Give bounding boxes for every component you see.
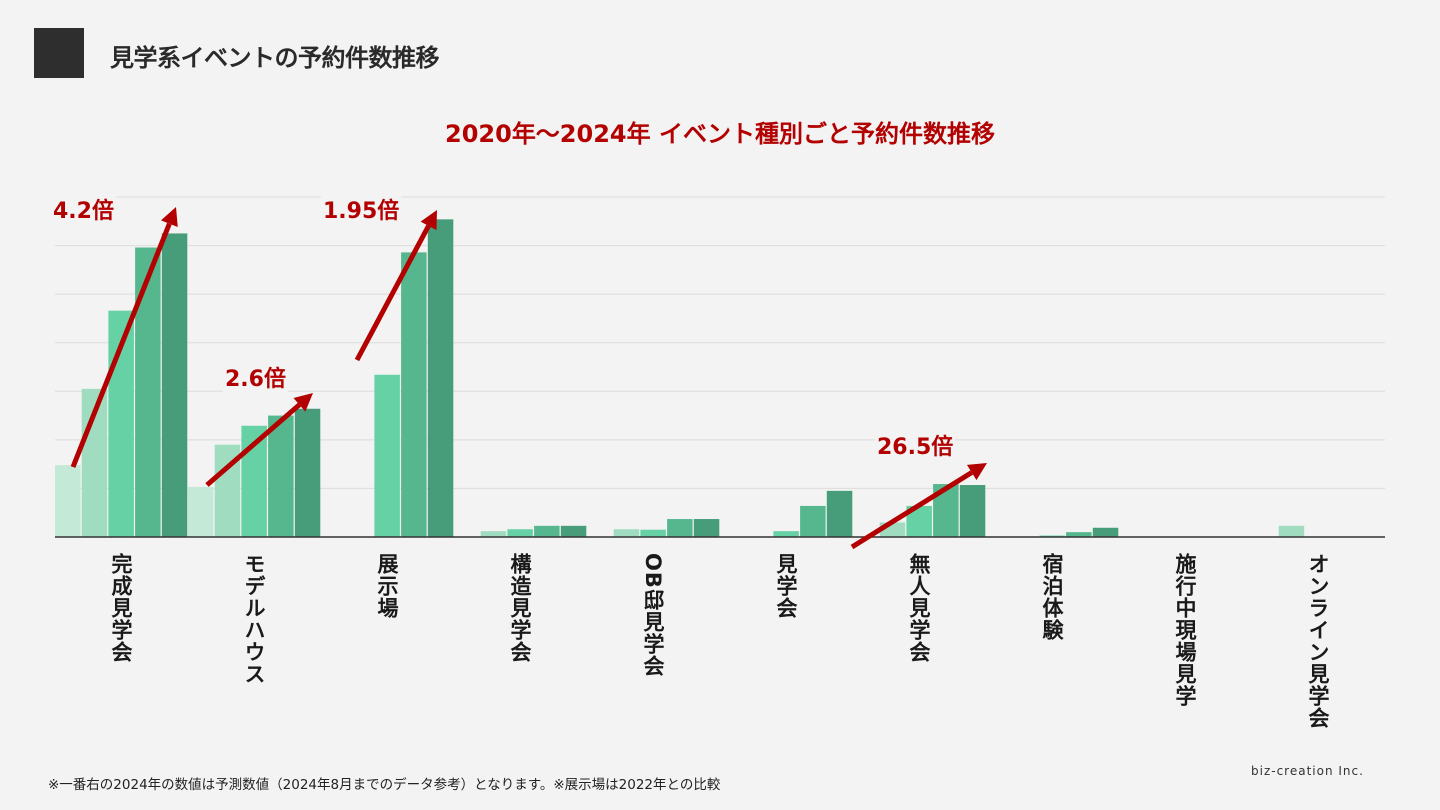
title-marker-square	[34, 28, 84, 78]
category-label: 展示場	[375, 553, 399, 619]
growth-annotation: 2.6倍	[223, 361, 288, 393]
bar-2024	[560, 525, 587, 537]
category-label: 無人見学会	[907, 553, 931, 663]
bar-2023	[268, 415, 294, 537]
trend-arrow	[354, 224, 431, 362]
bar-2023	[800, 505, 826, 537]
bar-2023	[135, 247, 161, 537]
footnote: ※一番右の2024年の数値は予測数値（2024年8月までのデータ参考）となります…	[48, 777, 721, 793]
bar-2020	[55, 465, 81, 537]
bar-2023	[1066, 532, 1092, 537]
bar-2023	[534, 525, 560, 537]
bar-2021	[1278, 525, 1305, 537]
bar-2024	[294, 408, 321, 537]
bar-2022	[374, 374, 400, 537]
growth-annotation: 1.95倍	[321, 193, 402, 225]
bar-2021	[480, 531, 507, 537]
arrow-head-icon	[966, 463, 987, 481]
category-label: 宿泊体験	[1040, 553, 1064, 641]
category-label: OB邸見学会	[641, 553, 665, 677]
category-label: 見学会	[774, 553, 798, 619]
growth-annotation: 4.2倍	[51, 193, 116, 225]
category-label: 完成見学会	[109, 553, 133, 663]
category-label: 施行中現場見学	[1173, 553, 1197, 707]
trend-arrow	[850, 470, 974, 550]
page-title: 見学系イベントの予約件数推移	[110, 44, 440, 72]
category-label: 構造見学会	[508, 553, 532, 663]
category-label: モデルハウス	[242, 553, 266, 685]
bar-2024	[427, 219, 454, 538]
bar-2022	[507, 529, 533, 537]
bar-2020	[188, 486, 214, 537]
bar-2024	[161, 233, 188, 537]
bar-2024	[826, 490, 853, 537]
arrow-head-icon	[420, 210, 437, 231]
trend-arrow	[70, 222, 172, 468]
bar-2024	[959, 485, 986, 537]
bar-2023	[401, 252, 427, 537]
bar-2021	[613, 529, 640, 537]
arrow-head-icon	[161, 207, 178, 228]
bar-2022	[773, 531, 799, 537]
trend-arrow	[205, 402, 302, 487]
bar-2024	[693, 519, 720, 537]
bar-2023	[667, 519, 693, 537]
chart-title: 2020年～2024年 イベント種別ごと予約件数推移	[445, 120, 995, 148]
brand-credit: biz-creation Inc.	[1251, 764, 1364, 778]
bar-2024	[1092, 527, 1119, 537]
growth-annotation: 26.5倍	[875, 429, 956, 461]
bar-2022	[640, 529, 666, 537]
category-label: オンライン見学会	[1306, 553, 1330, 729]
arrow-head-icon	[293, 393, 313, 412]
